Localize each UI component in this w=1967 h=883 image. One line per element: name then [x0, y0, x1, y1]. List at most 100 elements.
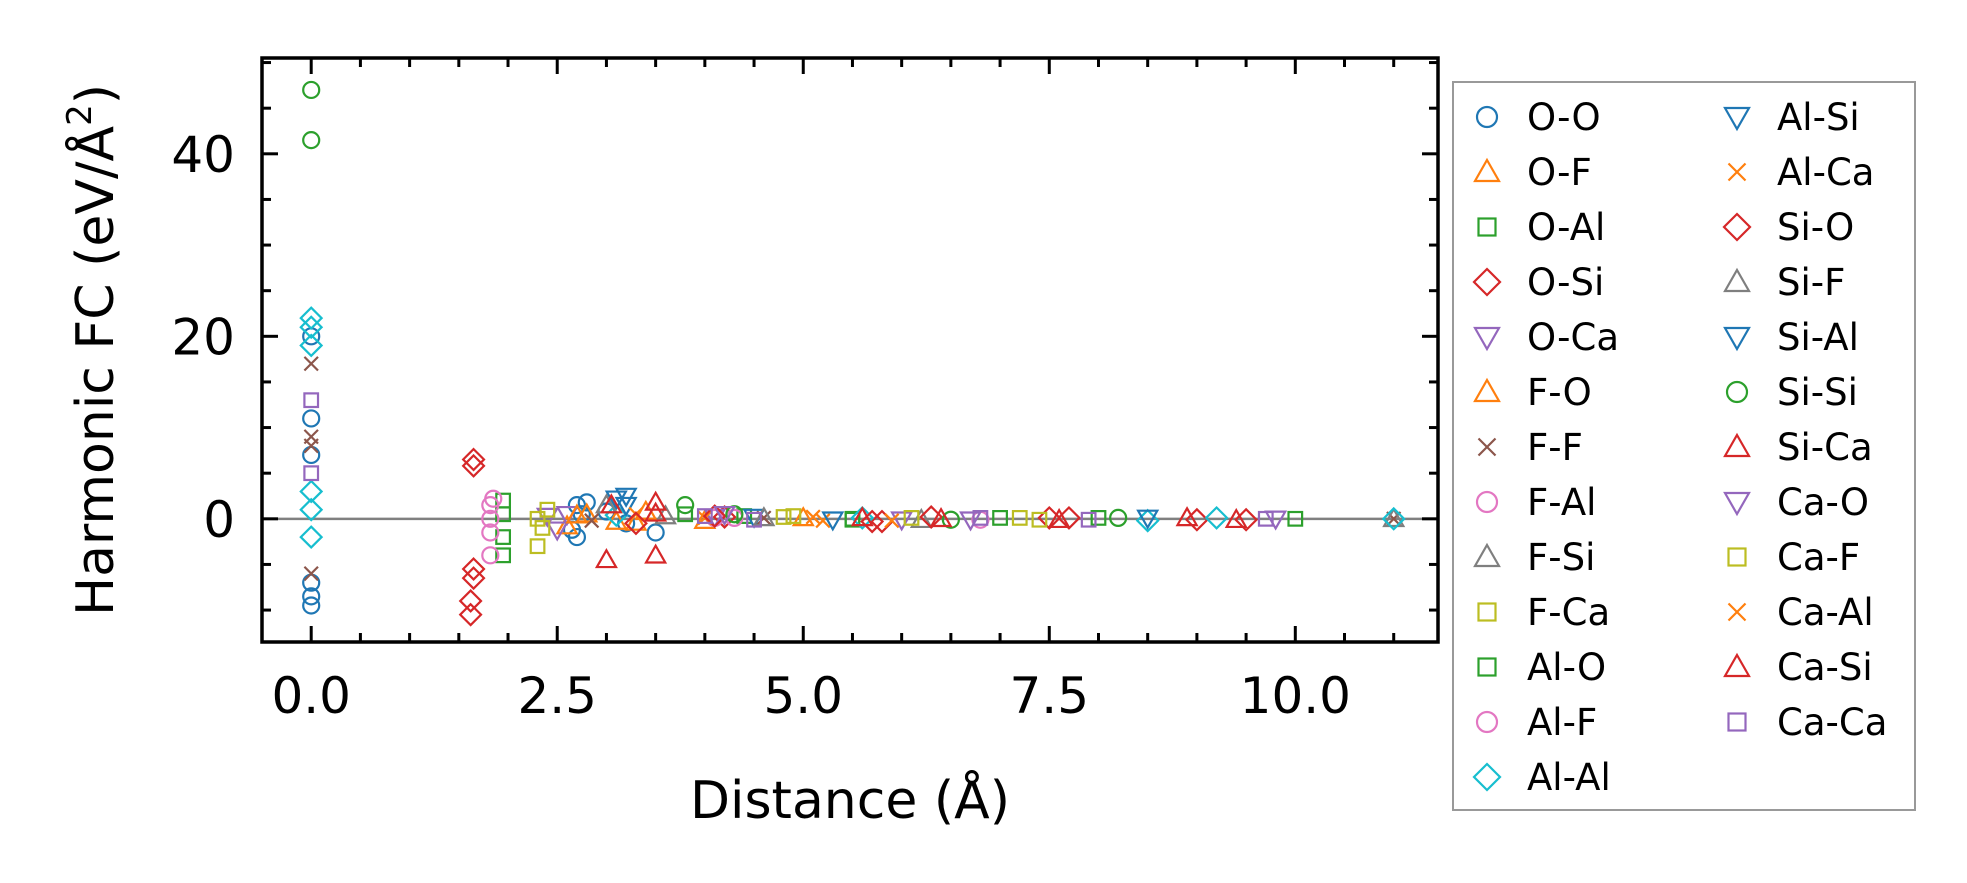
data-point — [1184, 507, 1209, 532]
legend-item: F-Ca — [1477, 591, 1610, 634]
legend-marker — [1723, 652, 1751, 678]
series-Si-Si — [302, 80, 1128, 529]
legend-marker — [1723, 326, 1751, 352]
legend-marker — [1475, 105, 1499, 129]
legend-item: F-F — [1477, 426, 1583, 469]
data-point — [299, 497, 324, 522]
data-point — [302, 409, 321, 428]
legend-marker — [1477, 217, 1497, 237]
legend-label: F-O — [1527, 371, 1592, 414]
data-point — [890, 511, 914, 532]
data-point — [529, 538, 546, 555]
series-F-O — [565, 503, 815, 531]
data-point — [1224, 507, 1248, 529]
data-point — [303, 565, 319, 582]
data-point — [785, 508, 802, 524]
legend-label: O-O — [1527, 96, 1601, 139]
legend-label: Al-O — [1527, 646, 1606, 689]
data-point — [1047, 507, 1071, 529]
legend-marker — [1727, 602, 1747, 622]
x-tick-label: 2.5 — [517, 667, 597, 725]
data-point — [303, 392, 320, 409]
data-point — [614, 487, 638, 508]
legend-label: Al-Al — [1527, 756, 1611, 799]
series-Si-Ca — [594, 490, 1248, 569]
data-point — [481, 509, 500, 528]
legend-item: Ca-F — [1727, 536, 1860, 579]
legend-label: F-Ca — [1527, 591, 1610, 634]
data-point — [545, 521, 569, 542]
series-F-Ca — [529, 501, 1028, 555]
legend-item: F-Si — [1473, 536, 1595, 579]
data-point — [481, 523, 500, 542]
series-Ca-Ca — [303, 392, 1274, 528]
data-point — [1109, 508, 1128, 528]
data-point — [539, 501, 556, 518]
data-point — [567, 496, 587, 515]
legend-marker — [1477, 602, 1497, 622]
legend-marker — [1473, 377, 1501, 403]
legend-marker — [1473, 157, 1501, 183]
data-point — [850, 506, 874, 527]
data-point — [713, 505, 737, 527]
x-tick-label: 5.0 — [763, 667, 843, 725]
data-point — [1080, 511, 1097, 528]
legend-item: Al-F — [1475, 701, 1597, 744]
legend-marker — [1477, 657, 1497, 677]
legend-label: O-Al — [1527, 206, 1605, 249]
legend-label: Ca-O — [1777, 481, 1869, 524]
data-point — [791, 506, 815, 527]
data-point — [461, 557, 486, 581]
data-point — [604, 490, 628, 511]
data-point — [1257, 510, 1274, 527]
data-point — [458, 588, 483, 613]
data-point — [1090, 510, 1107, 526]
data-point — [959, 511, 983, 532]
series-F-Al — [481, 489, 744, 565]
legend-label: F-Si — [1527, 536, 1595, 579]
data-point — [815, 513, 831, 529]
legend-item: Ca-O — [1723, 481, 1869, 524]
series-F-Si — [653, 504, 1406, 529]
data-point — [495, 547, 512, 564]
legend-marker — [1723, 491, 1751, 517]
data-point — [555, 514, 579, 535]
data-point — [303, 356, 319, 372]
legend-item: F-O — [1473, 371, 1592, 414]
data-point — [903, 510, 920, 526]
data-point — [529, 510, 546, 527]
data-point — [303, 465, 320, 482]
data-point — [1031, 511, 1048, 528]
legend-item: Al-Ca — [1727, 151, 1874, 194]
x-axis-label: Distance (Å) — [690, 769, 1010, 831]
legend-marker — [1727, 162, 1747, 182]
series-Ca-F — [785, 508, 1048, 528]
x-tick-label: 7.5 — [1010, 667, 1090, 725]
series-Si-Al — [614, 487, 1160, 532]
legend-marker — [1472, 762, 1502, 792]
data-point — [614, 496, 638, 517]
data-point — [599, 493, 623, 514]
data-point — [302, 80, 321, 100]
data-point — [481, 546, 500, 565]
y-tick-label: 20 — [171, 308, 235, 366]
data-point — [461, 447, 486, 472]
legend-item: Al-Si — [1723, 96, 1860, 139]
legend-item: Si-F — [1723, 261, 1845, 304]
legend-item: Si-Ca — [1723, 426, 1873, 469]
legend-item: O-F — [1473, 151, 1592, 194]
data-point — [644, 501, 668, 522]
data-point — [624, 510, 648, 531]
data-point — [461, 566, 486, 591]
data-point — [484, 489, 503, 508]
legend-label: O-Ca — [1527, 316, 1619, 359]
legend-label: Si-F — [1777, 261, 1845, 304]
data-point — [884, 513, 900, 529]
plot-frame — [260, 56, 1440, 644]
data-point — [1264, 510, 1288, 531]
legend-item: Si-O — [1722, 206, 1854, 249]
data-point — [594, 548, 618, 569]
legend-label: F-F — [1527, 426, 1583, 469]
legend-marker — [1727, 712, 1747, 732]
